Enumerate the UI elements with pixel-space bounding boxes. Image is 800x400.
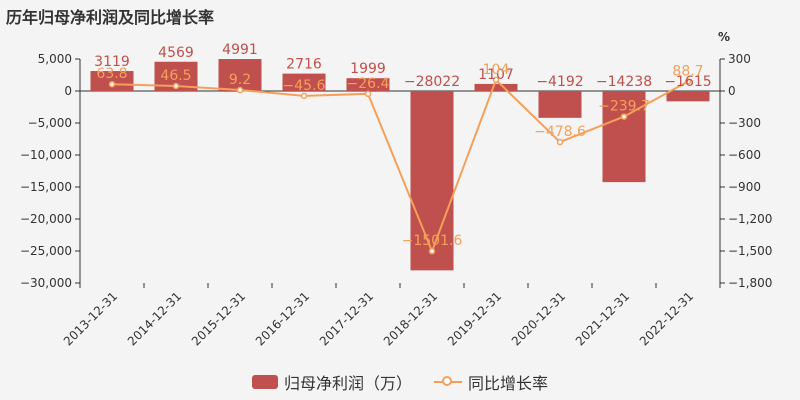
left-tick-label: −30,000	[20, 276, 72, 290]
bar-data-label: 4569	[158, 45, 194, 61]
x-tick-label: 2017-12-31	[317, 289, 376, 348]
chart-title: 历年归母净利润及同比增长率	[6, 8, 215, 27]
growth-point	[236, 86, 244, 94]
growth-point	[108, 80, 116, 88]
right-axis-unit: %	[718, 30, 730, 44]
x-tick-label: 2019-12-31	[445, 289, 504, 348]
line-data-label: −45.6	[283, 78, 326, 94]
legend-item-profit[interactable]: 归母净利润（万）	[251, 370, 412, 394]
x-tick-label: 2020-12-31	[509, 289, 568, 348]
bar-swatch-icon	[251, 375, 278, 389]
bar-data-label: −14238	[596, 74, 652, 90]
legend-label-growth: 同比增长率	[468, 374, 549, 393]
growth-point	[172, 82, 180, 90]
growth-point	[364, 90, 372, 98]
bar-data-label: 1107	[478, 67, 514, 83]
line-data-label: 46.5	[160, 68, 191, 84]
right-tick-label: −1,500	[728, 244, 772, 258]
bar	[282, 73, 326, 91]
line-swatch-icon	[434, 375, 462, 389]
bar	[218, 59, 262, 91]
growth-line	[111, 78, 689, 254]
x-tick-label: 2013-12-31	[61, 289, 120, 348]
growth-point	[428, 247, 436, 255]
line-data-label: −478.6	[534, 124, 586, 140]
bar-data-label: 2716	[286, 57, 322, 73]
line-data-label: 9.2	[229, 72, 251, 88]
line-data-label: −1501.6	[402, 233, 463, 249]
bar-data-label: −28022	[404, 74, 460, 90]
bar-data-label: −4192	[536, 74, 583, 90]
growth-point	[556, 138, 564, 146]
bar	[474, 83, 518, 91]
bar-data-label: 4991	[222, 42, 258, 58]
right-tick-label: −300	[728, 116, 761, 130]
x-tick-label: 2018-12-31	[381, 289, 440, 348]
right-tick-label: −900	[728, 180, 761, 194]
right-tick-label: 0	[728, 84, 736, 98]
x-tick-label: 2021-12-31	[573, 289, 632, 348]
left-tick-label: 0	[64, 84, 72, 98]
bar-data-label: 1999	[350, 61, 386, 77]
growth-point	[300, 92, 308, 100]
right-tick-label: −1,200	[728, 212, 772, 226]
x-tick-label: 2014-12-31	[125, 289, 184, 348]
growth-point	[492, 76, 500, 84]
bar-data-label: −1615	[664, 74, 711, 90]
x-tick-label: 2015-12-31	[189, 289, 248, 348]
line-data-label: −239.7	[598, 99, 650, 115]
bar	[346, 78, 390, 91]
left-tick-label: −5,000	[28, 116, 72, 130]
left-tick-label: −20,000	[20, 212, 72, 226]
line-data-label: 104	[483, 62, 510, 78]
legend-label-profit: 归母净利润（万）	[283, 374, 412, 393]
bar	[602, 91, 646, 183]
legend[interactable]: 归母净利润（万） 同比增长率	[0, 370, 800, 394]
x-tick-label: 2022-12-31	[637, 289, 696, 348]
line-data-label: 63.8	[96, 66, 127, 82]
line-data-label: −26.4	[347, 76, 390, 92]
left-tick-label: −15,000	[20, 180, 72, 194]
growth-point	[620, 113, 628, 120]
growth-point	[684, 78, 692, 85]
right-tick-label: −600	[728, 148, 761, 162]
legend-item-growth[interactable]: 同比增长率	[434, 370, 548, 394]
bar	[538, 91, 582, 118]
left-tick-label: −25,000	[20, 244, 72, 258]
right-tick-label: −1,800	[728, 276, 772, 290]
bar-data-label: 3119	[94, 54, 130, 70]
x-tick-label: 2016-12-31	[253, 289, 312, 348]
left-tick-label: −10,000	[20, 148, 72, 162]
bar	[410, 91, 454, 271]
right-tick-label: 300	[728, 52, 751, 66]
left-tick-label: 5,000	[38, 52, 72, 66]
bar	[666, 91, 710, 102]
line-data-label: 88.7	[672, 64, 703, 80]
